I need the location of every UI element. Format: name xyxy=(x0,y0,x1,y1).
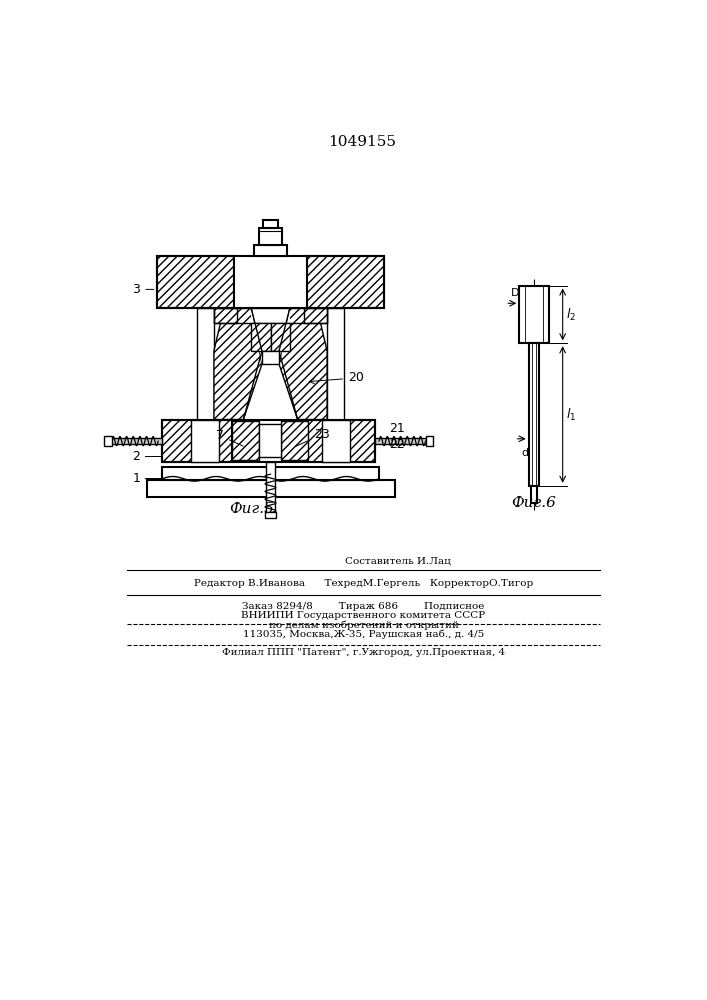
Text: 21: 21 xyxy=(389,422,405,434)
Text: 3: 3 xyxy=(132,283,154,296)
Polygon shape xyxy=(251,308,262,364)
Bar xyxy=(192,420,219,462)
Text: 2: 2 xyxy=(132,450,141,463)
Text: d: d xyxy=(521,448,528,458)
Bar xyxy=(265,512,276,518)
Bar xyxy=(519,286,549,343)
Bar xyxy=(375,438,427,444)
Bar xyxy=(263,220,279,228)
Text: 7: 7 xyxy=(216,429,243,446)
Bar xyxy=(197,308,214,420)
Text: 113035, Москва,Ж-35, Раушская наб., д. 4/5: 113035, Москва,Ж-35, Раушская наб., д. 4… xyxy=(243,630,484,639)
Bar xyxy=(322,420,349,462)
Text: $l_2$: $l_2$ xyxy=(566,307,576,323)
Bar xyxy=(156,256,385,308)
Bar xyxy=(259,228,282,245)
Bar xyxy=(531,486,537,503)
Polygon shape xyxy=(279,308,327,420)
Bar xyxy=(110,438,162,444)
Bar xyxy=(255,245,287,256)
Text: Фиг.5: Фиг.5 xyxy=(228,502,274,516)
Bar xyxy=(426,436,433,446)
Text: 22: 22 xyxy=(389,438,405,451)
Text: 23: 23 xyxy=(296,428,330,446)
Bar xyxy=(327,308,344,420)
Text: Фиг.6: Фиг.6 xyxy=(512,496,556,510)
Text: по делам изобретений и открытий: по делам изобретений и открытий xyxy=(269,620,458,630)
Text: $l_1$: $l_1$ xyxy=(566,407,576,423)
Text: Редактор В.Иванова      ТехредМ.Гергель   КорректорО.Тигор: Редактор В.Иванова ТехредМ.Гергель Корре… xyxy=(194,579,533,588)
Bar xyxy=(214,308,237,323)
Bar xyxy=(214,308,327,323)
Text: 1049155: 1049155 xyxy=(328,135,396,149)
Bar xyxy=(281,421,308,460)
Polygon shape xyxy=(214,308,262,420)
Bar xyxy=(304,308,327,323)
Text: 1: 1 xyxy=(132,472,141,485)
Bar xyxy=(162,420,375,462)
Bar xyxy=(162,466,379,480)
Text: D: D xyxy=(511,288,520,298)
Bar xyxy=(232,421,259,460)
Bar xyxy=(262,351,279,364)
Bar xyxy=(251,323,271,351)
Text: Филиал ППП "Патент", г.Ужгород, ул.Проектная, 4: Филиал ППП "Патент", г.Ужгород, ул.Проек… xyxy=(222,648,505,657)
Bar xyxy=(529,343,539,486)
Text: Составитель И.Лац: Составитель И.Лац xyxy=(346,557,451,566)
Bar xyxy=(162,420,232,462)
Bar xyxy=(307,256,385,308)
Text: ВНИИПИ Государственного комитета СССР: ВНИИПИ Государственного комитета СССР xyxy=(241,611,486,620)
Bar xyxy=(271,323,290,351)
Bar xyxy=(104,436,112,446)
Bar xyxy=(146,480,395,497)
Bar xyxy=(266,462,275,513)
Bar xyxy=(234,256,307,308)
Polygon shape xyxy=(279,308,290,364)
Bar xyxy=(305,420,375,462)
Bar xyxy=(156,256,234,308)
Text: Заказ 8294/8        Тираж 686        Подписное: Заказ 8294/8 Тираж 686 Подписное xyxy=(243,602,485,611)
Bar xyxy=(259,424,281,457)
Text: 20: 20 xyxy=(309,371,364,384)
